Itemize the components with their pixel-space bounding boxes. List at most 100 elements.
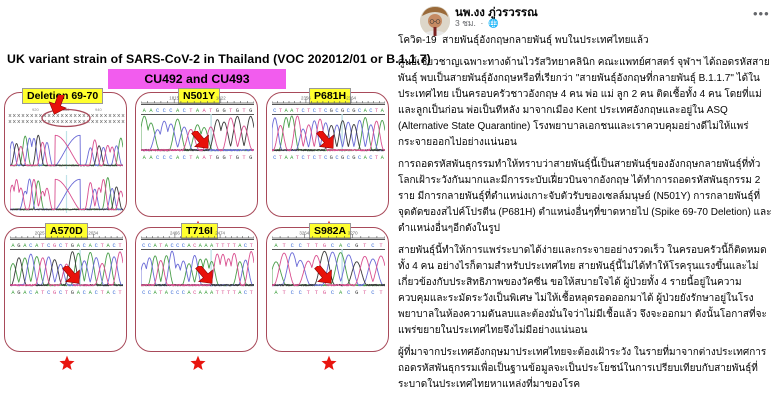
svg-text:A: A [176,155,180,161]
svg-text:A: A [153,290,157,296]
svg-text:A: A [274,290,278,296]
svg-text:C: C [183,155,186,161]
svg-text:C: C [331,290,334,296]
svg-text:A: A [364,155,368,161]
svg-text:1815: 1815 [169,96,179,101]
svg-text:C: C [148,290,151,296]
svg-text:C: C [170,290,173,296]
svg-text:T: T [118,290,122,296]
svg-text:T: T [221,290,225,296]
svg-text:A: A [199,290,203,296]
svg-text:C: C [47,290,50,296]
svg-text:T: T [227,290,231,296]
svg-text:C: C [299,290,302,296]
svg-text:C: C [95,290,98,296]
svg-text:T: T [318,155,322,161]
svg-text:C: C [335,155,338,161]
svg-text:T: T [233,290,237,296]
svg-text:A: A [23,290,27,296]
svg-text:A: A [187,290,191,296]
svg-text:G: G [352,155,355,161]
svg-text:C: C [347,290,350,296]
svg-text:T: T [315,290,319,296]
svg-text:T: T [65,290,69,296]
svg-text:T: T [307,290,311,296]
svg-text:C: C [112,290,115,296]
svg-text:T: T [296,155,300,161]
svg-text:T: T [159,290,163,296]
svg-text:C: C [313,155,316,161]
svg-text:A: A [165,290,169,296]
svg-text:C: C [29,290,32,296]
svg-text:2025: 2025 [35,231,45,236]
svg-text:C: C [163,155,166,161]
svg-text:T: T [375,155,379,161]
svg-text:C: C [176,290,179,296]
svg-text:T: T [209,155,213,161]
svg-text:2466: 2466 [170,231,180,236]
svg-text:A: A [210,290,214,296]
svg-text:T: T [229,155,233,161]
svg-text:A: A [284,155,288,161]
svg-text:A: A [149,155,153,161]
svg-text:T: T [41,290,45,296]
svg-text:G: G [341,155,344,161]
svg-text:2474: 2474 [215,231,225,236]
svg-text:G: G [355,290,358,296]
svg-text:G: G [330,155,333,161]
svg-text:T: T [279,155,283,161]
svg-text:C: C [83,290,86,296]
svg-text:C: C [244,290,247,296]
svg-text:A: A [196,155,200,161]
svg-text:G: G [323,290,326,296]
svg-text:A: A [381,155,385,161]
svg-text:1822: 1822 [216,96,226,101]
svg-text:2364: 2364 [346,96,356,101]
svg-text:3264: 3264 [299,231,309,236]
svg-text:A: A [290,155,294,161]
svg-text:A: A [77,290,81,296]
svg-text:C: C [193,290,196,296]
svg-text:C: C [358,155,361,161]
svg-text:C: C [291,290,294,296]
svg-text:A: A [35,290,39,296]
svg-text:G: G [216,155,219,161]
svg-text:C: C [301,155,304,161]
svg-text:G: G [222,155,225,161]
svg-text:G: G [17,290,20,296]
svg-text:C: C [347,155,350,161]
svg-text:2034: 2034 [88,231,98,236]
svg-text:C: C [273,155,276,161]
svg-text:A: A [339,290,343,296]
svg-text:G: G [53,290,56,296]
svg-text:T: T [363,290,367,296]
svg-text:G: G [249,155,252,161]
svg-text:T: T [282,290,286,296]
svg-text:A: A [106,290,110,296]
svg-text:A: A [89,290,93,296]
svg-text:A: A [202,155,206,161]
svg-text:G: G [236,155,239,161]
svg-text:C: C [142,290,145,296]
svg-text:T: T [189,155,193,161]
svg-text:A: A [238,290,242,296]
svg-text:C: C [369,155,372,161]
svg-text:C: C [182,290,185,296]
svg-text:G: G [71,290,74,296]
svg-text:T: T [379,290,383,296]
svg-text:C: C [371,290,374,296]
svg-text:C: C [169,155,172,161]
svg-text:A: A [204,290,208,296]
svg-text:T: T [101,290,105,296]
svg-text:T: T [307,155,311,161]
svg-text:T: T [216,290,220,296]
svg-text:T: T [242,155,246,161]
svg-text:3270: 3270 [348,231,358,236]
svg-text:A: A [11,290,15,296]
svg-text:C: C [324,155,327,161]
svg-text:2356: 2356 [301,96,311,101]
svg-text:C: C [59,290,62,296]
svg-text:T: T [250,290,254,296]
svg-text:C: C [156,155,159,161]
svg-text:A: A [143,155,147,161]
